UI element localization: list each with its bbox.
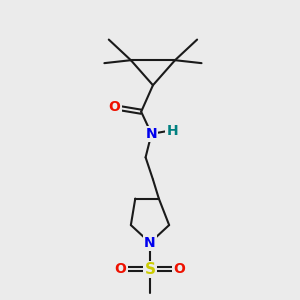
Text: O: O [173,262,185,276]
Text: O: O [115,262,127,276]
Text: N: N [146,127,157,141]
Text: O: O [109,100,121,114]
Text: S: S [145,262,155,277]
Text: H: H [166,124,178,138]
Text: N: N [144,236,156,250]
